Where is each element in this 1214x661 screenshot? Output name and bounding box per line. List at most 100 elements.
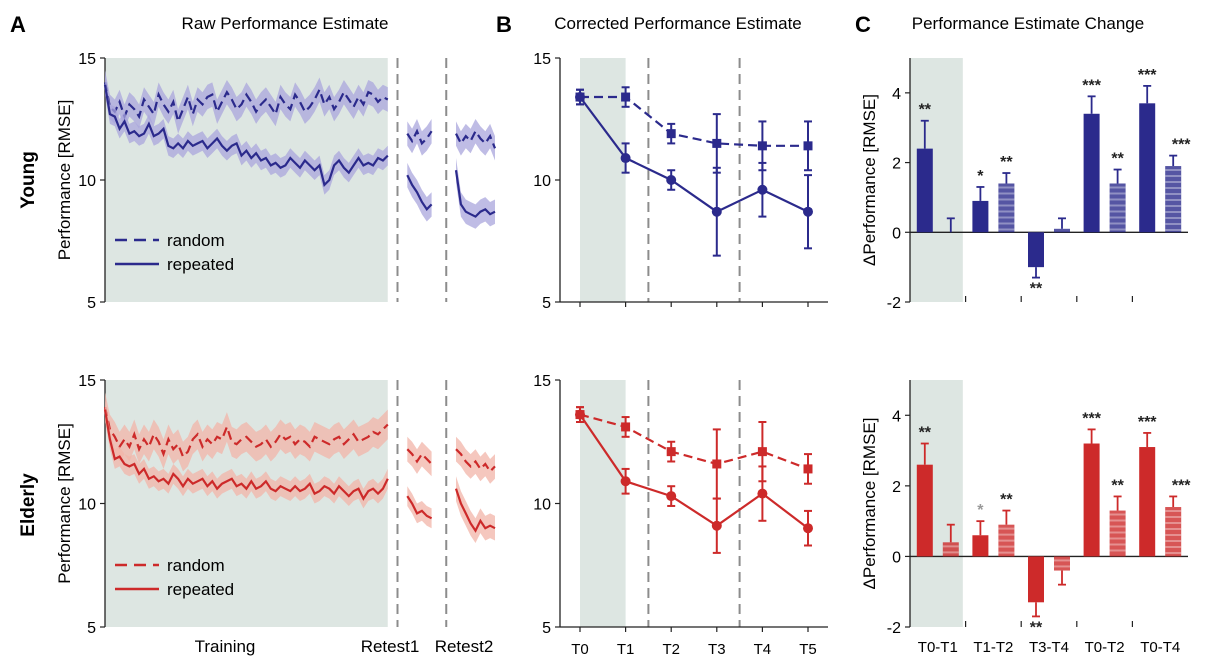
a-elderly-training-shade [105, 380, 388, 627]
chart-b-elderly: 5 10 15 T0 T1 T2 T3 T4 T5 [533, 373, 828, 658]
b-elderly-repeated-point [711, 520, 722, 531]
chart-a-young: 5 10 15 Performance [RMSE] random repeated [55, 51, 497, 312]
b-elderly-x-tick-label: T2 [662, 641, 680, 658]
c-elderly-repeated-bar [972, 535, 989, 557]
c-young-y-tick-label: 0 [892, 225, 901, 242]
a-elderly-repeated-training-line [103, 409, 389, 501]
b-elderly-random-point [757, 447, 767, 457]
a-young-repeated-retest1-band [407, 162, 432, 222]
a-young-random-training-band [105, 70, 388, 134]
c-elderly-x-tick-label: T1-T2 [973, 639, 1013, 656]
panel-title-b: B Corrected Performance Estimate [496, 12, 802, 37]
c-young-significance-label: ** [1111, 151, 1124, 168]
a-young-legend-label-random: random [167, 231, 225, 250]
c-young-y-tick-label: -2 [887, 295, 901, 312]
c-young-significance-label: *** [1082, 77, 1101, 94]
b-elderly-x-tick-label: T3 [708, 641, 726, 658]
a-young-repeated-retest1-line [406, 174, 433, 212]
c-elderly-y-label: ΔPerformance [RMSE] [860, 418, 879, 590]
b-elderly-repeated-point [803, 523, 813, 534]
c-elderly-repeated-bar [1028, 556, 1044, 603]
x-label-retest1: Retest1 [361, 637, 420, 656]
a-elderly-legend-label-random: random [167, 556, 225, 575]
b-young-repeated-point [666, 175, 677, 185]
c-young-significance-label: * [977, 168, 984, 185]
panel-letter-b: B [496, 12, 512, 37]
panel-title-a-text: Raw Performance Estimate [182, 14, 389, 33]
c-young-random-bar [998, 183, 1015, 233]
c-young-repeated-bar [1028, 232, 1044, 268]
b-young-random-point [712, 138, 722, 148]
b-elderly-y-tick-label: 10 [533, 497, 551, 514]
c-elderly-random-bar [1054, 556, 1070, 571]
b-elderly-random-point [666, 447, 676, 457]
c-elderly-significance-label: *** [1138, 414, 1157, 431]
chart-a-elderly: 5 10 15 Performance [RMSE] random repeated [55, 373, 496, 637]
a-young-y-label: Performance [RMSE] [55, 100, 74, 261]
c-young-y-tick-label: 4 [892, 86, 901, 103]
a-young-random-retest1-line [406, 128, 433, 146]
b-young-random-point [666, 129, 676, 139]
c-elderly-y-tick-label: 4 [892, 408, 901, 425]
c-elderly-significance-label: ** [1111, 477, 1124, 494]
x-label-training: Training [195, 637, 256, 656]
c-elderly-x-tick-label: T0-T2 [1085, 639, 1125, 656]
b-elderly-random-point [621, 422, 631, 432]
c-young-random-bar [1054, 228, 1070, 233]
a-young-legend-label-repeated: repeated [167, 255, 234, 274]
b-elderly-random-line [579, 413, 809, 470]
a-elderly-repeated-training-band [105, 399, 388, 509]
c-young-significance-label: ** [1030, 281, 1043, 298]
b-young-random-point [621, 92, 631, 102]
a-x-labels: Training Retest1 Retest2 [195, 637, 494, 656]
b-elderly-y-tick-label: 5 [542, 620, 551, 637]
c-young-significance-label: ** [1000, 154, 1013, 171]
b-elderly-y-tick-label: 15 [533, 373, 551, 390]
c-young-y-label: ΔPerformance [RMSE] [860, 94, 879, 266]
c-young-significance-label: ** [919, 102, 932, 119]
b-elderly-x-tick-label: T4 [754, 641, 772, 658]
a-elderly-y-tick-label: 10 [78, 497, 96, 514]
c-elderly-x-tick-label: T3-T4 [1029, 639, 1069, 656]
a-elderly-y-label: Performance [RMSE] [55, 423, 74, 584]
b-elderly-x-tick-label: T1 [617, 641, 635, 658]
b-young-repeated-point [757, 184, 768, 195]
a-elderly-y-tick-label: 5 [87, 620, 96, 637]
a-young-random-retest1-band [407, 119, 432, 156]
b-elderly-repeated-point [575, 409, 585, 420]
row-label-young: Young [18, 151, 39, 209]
b-young-y-tick-label: 10 [533, 173, 551, 190]
c-young-repeated-bar [1139, 103, 1156, 233]
b-young-repeated-point [620, 153, 631, 164]
panel-letter-c: C [855, 12, 871, 37]
b-elderly-repeated-point [620, 476, 631, 487]
c-elderly-significance-label: * [977, 502, 984, 519]
b-elderly-repeated-point [757, 488, 768, 499]
panel-title-c-text: Performance Estimate Change [912, 14, 1144, 33]
a-elderly-random-retest1-line [406, 448, 433, 465]
row-label-elderly: Elderly [18, 473, 39, 537]
b-elderly-random-point [803, 464, 813, 474]
a-young-repeated-retest2-band [456, 158, 495, 229]
b-young-training-shade [580, 58, 626, 302]
a-young-y-tick-label: 15 [78, 51, 96, 68]
c-young-significance-label: *** [1172, 137, 1191, 154]
a-young-random-training-line [103, 82, 389, 125]
a-young-y-tick-label: 10 [78, 173, 96, 190]
c-elderly-y-tick-label: -2 [887, 620, 901, 637]
a-elderly-repeated-retest2-line [454, 488, 496, 533]
c-elderly-x-tick-label: T0-T4 [1140, 639, 1180, 656]
a-elderly-random-training-line [103, 406, 389, 459]
c-young-significance-label: *** [1138, 67, 1157, 84]
a-elderly-repeated-retest2-band [456, 476, 495, 543]
c-elderly-random-bar [998, 524, 1015, 557]
b-young-repeated-point [711, 206, 722, 217]
c-elderly-significance-label: *** [1172, 477, 1191, 494]
chart-b-young: 5 10 15 [533, 51, 828, 312]
panel-title-a: A Raw Performance Estimate [10, 12, 388, 37]
a-young-repeated-retest2-line [454, 170, 496, 218]
c-young-repeated-bar [916, 148, 933, 233]
a-young-repeated-training-band [105, 75, 388, 195]
